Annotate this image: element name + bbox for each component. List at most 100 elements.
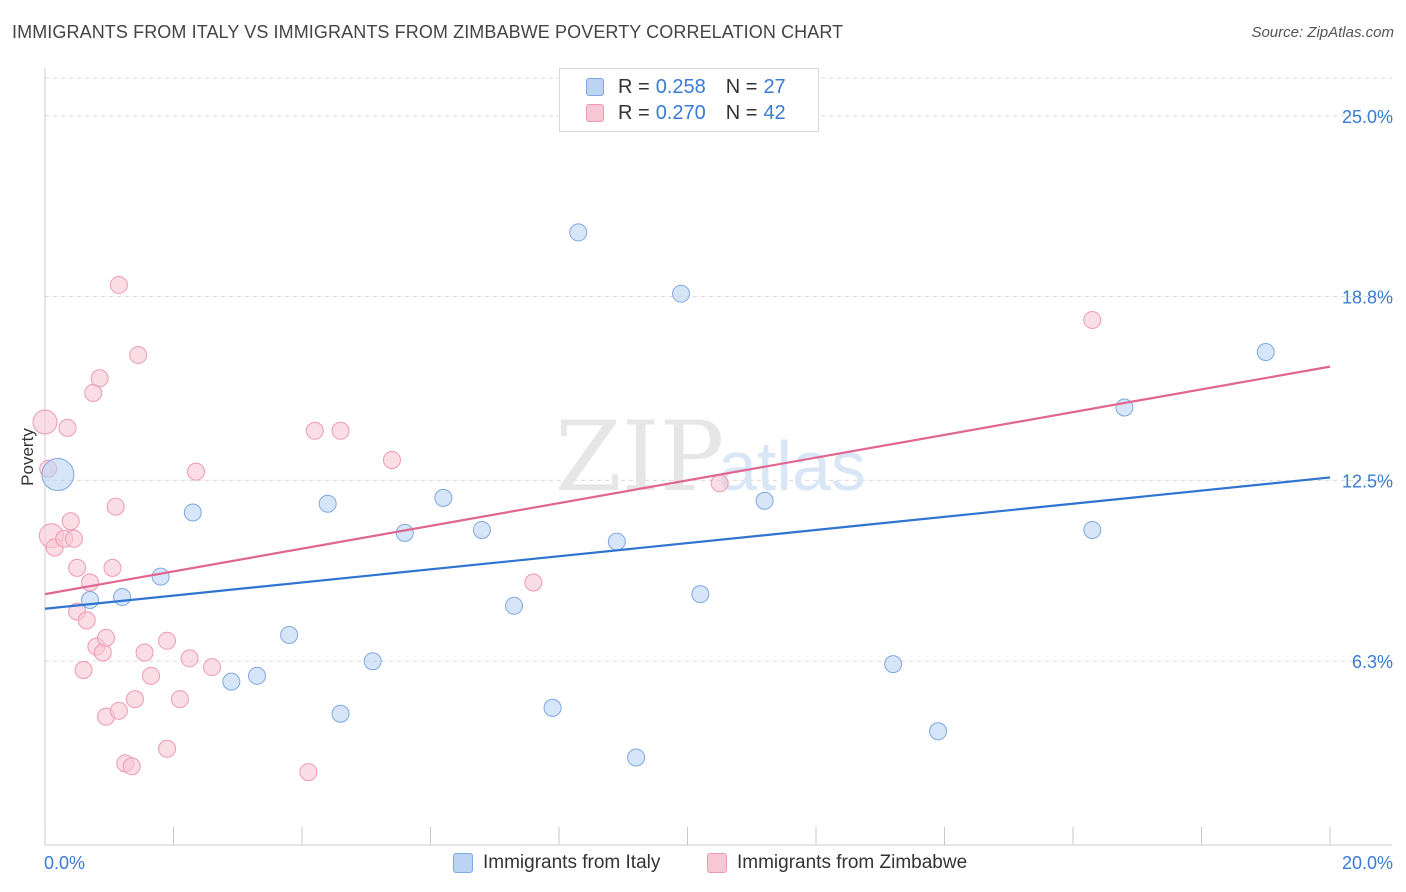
y-tick-label: 12.5% [1342,471,1393,491]
legend-r-label: R = [618,101,650,124]
source-label: Source: ZipAtlas.com [1251,24,1394,41]
x-tick-label: 0.0% [44,853,85,873]
italy-point [569,223,588,242]
tick-labels: 6.3% 12.5% 18.8% 25.0% 0.0% 20.0% [44,107,1393,873]
zimbabwe-point [186,462,205,481]
series-label-zimbabwe: Immigrants from Zimbabwe [737,852,968,873]
zimbabwe-point [331,421,350,440]
trend-lines [44,365,1331,610]
zimbabwe-point [74,660,93,679]
zimbabwe-point [524,573,543,592]
italy-point [884,655,903,674]
zimbabwe-point [170,690,189,709]
italy-point [1083,520,1102,539]
italy-point [505,596,524,615]
watermark-zip: ZIP [555,401,724,513]
italy-trend-line [44,476,1331,610]
zimbabwe-point [109,275,128,294]
series-swatch-italy [453,853,473,873]
legend-n-label: N = [725,75,758,98]
italy-point [1256,343,1275,362]
zimbabwe-point [58,418,77,437]
italy-points [41,223,1275,767]
gridlines [45,77,1392,662]
y-tick-label: 25.0% [1342,107,1393,127]
series-legend: Immigrants from Italy Immigrants from Zi… [0,852,1406,878]
zimbabwe-trend-line [44,365,1331,596]
italy-point [607,532,626,551]
zimbabwe-point [80,573,99,592]
italy-point [434,488,453,507]
zimbabwe-point [103,558,122,577]
watermark-atlas: atlas [718,427,866,505]
zimbabwe-point [32,409,58,435]
legend-r-label: R = [618,75,650,98]
zimbabwe-point [90,369,109,388]
y-tick-label: 18.8% [1342,288,1393,308]
series-label-italy: Immigrants from Italy [483,852,661,873]
zimbabwe-point [129,345,148,364]
legend-row-zimbabwe: R = 0.270 N = 42 [586,101,786,125]
legend-n-value: 42 [763,101,786,124]
zimbabwe-point [97,628,116,647]
y-axis-label: Poverty [18,428,37,486]
italy-point [280,625,299,644]
italy-point [80,590,99,609]
zimbabwe-point [382,450,401,469]
zimbabwe-point [109,701,128,720]
italy-point [691,585,710,604]
zimbabwe-point [142,666,161,685]
italy-point [183,503,202,522]
italy-point [929,722,948,741]
zimbabwe-point [158,631,177,650]
zimbabwe-point [180,649,199,668]
italy-point [248,666,267,685]
italy-point [363,652,382,671]
zimbabwe-points [32,275,1102,782]
watermark: ZIP atlas [555,401,866,513]
zimbabwe-point [299,763,318,782]
zimbabwe-point [122,757,141,776]
zimbabwe-point [64,529,83,548]
italy-point [113,588,132,607]
italy-point [331,704,350,723]
legend-r-value: 0.258 [655,75,706,98]
zimbabwe-point [125,690,144,709]
y-tick-label: 6.3% [1352,652,1393,672]
italy-point [151,567,170,586]
zimbabwe-point [68,558,87,577]
stats-legend: R = 0.258 N = 27 R = 0.270 N = 42 [559,68,819,132]
italy-point [222,672,241,691]
italy-point [672,284,691,303]
zimbabwe-point [93,643,112,662]
axes [44,68,1392,846]
zimbabwe-point [135,643,154,662]
zimbabwe-point [203,658,222,677]
x-tick-label: 20.0% [1342,853,1393,873]
italy-point [472,520,491,539]
legend-swatch-italy [586,78,604,96]
zimbabwe-point [305,421,324,440]
zimbabwe-point [77,611,96,630]
italy-point [543,698,562,717]
italy-point [755,491,774,510]
legend-row-italy: R = 0.258 N = 27 [586,75,786,99]
legend-swatch-zimbabwe [586,104,604,122]
legend-n-value: 27 [763,75,786,98]
zimbabwe-point [106,497,125,516]
zimbabwe-point [710,474,729,493]
series-legend-italy[interactable]: Immigrants from Italy [453,852,660,874]
legend-n-label: N = [725,101,758,124]
zimbabwe-point [1083,310,1102,329]
series-legend-zimbabwe[interactable]: Immigrants from Zimbabwe [707,852,967,874]
italy-point [41,458,75,492]
chart-title: IMMIGRANTS FROM ITALY VS IMMIGRANTS FROM… [12,22,844,42]
series-swatch-zimbabwe [707,853,727,873]
italy-point [627,748,646,767]
italy-point [395,523,414,542]
zimbabwe-point [61,512,80,531]
legend-r-value: 0.270 [655,101,706,124]
italy-point [318,494,337,513]
zimbabwe-point [158,739,177,758]
